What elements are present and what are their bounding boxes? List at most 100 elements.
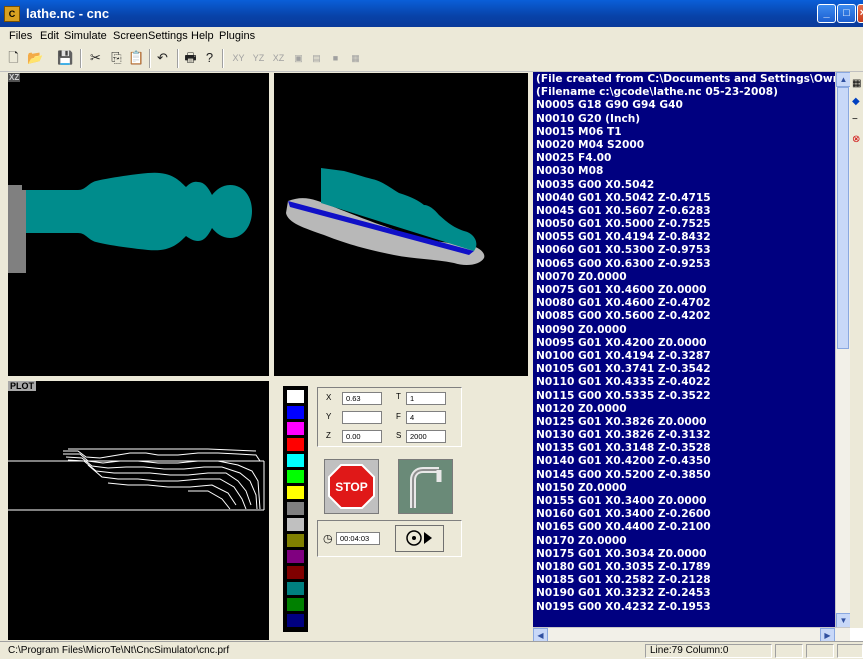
gcode-line[interactable]: N0065 G00 X0.6300 Z-0.9253 (536, 257, 711, 270)
gcode-line[interactable]: N0010 G20 (Inch) (536, 112, 641, 125)
arrow-left-icon[interactable]: ◆ (852, 96, 860, 107)
gcode-line[interactable]: (Filename c:\gcode\lathe.nc 05-23-2008) (536, 86, 779, 99)
view-front-button[interactable]: ▤ (306, 48, 327, 69)
run-button[interactable] (395, 525, 444, 552)
app-icon[interactable]: C (4, 6, 20, 22)
plot-view[interactable]: PLOT (8, 381, 269, 640)
scroll-down-button[interactable]: ▼ (836, 613, 851, 628)
help-button[interactable]: ? (199, 48, 220, 69)
editor-horizontal-scrollbar[interactable]: ◀ ▶ (533, 627, 850, 643)
gcode-line[interactable]: (File created from C:\Documents and Sett… (536, 73, 849, 85)
menu-help[interactable]: Help (191, 30, 214, 42)
3d-view[interactable] (274, 73, 528, 376)
gcode-line[interactable]: N0185 G01 X0.2582 Z-0.2128 (536, 574, 711, 587)
stop-icon[interactable]: ⊗ (852, 134, 861, 145)
gcode-line[interactable]: N0140 G01 X0.4200 Z-0.4350 (536, 455, 711, 468)
gcode-line[interactable]: N0165 G00 X0.4400 Z-0.2100 (536, 521, 711, 534)
gcode-line[interactable]: N0095 G01 X0.4200 Z0.0000 (536, 336, 707, 349)
gcode-line[interactable]: N0070 Z0.0000 (536, 270, 627, 283)
color-swatch[interactable] (287, 406, 304, 419)
gcode-line[interactable]: N0035 G00 X0.5042 (536, 178, 655, 191)
new-file-button[interactable]: 🗋 (3, 48, 24, 69)
gcode-line[interactable]: N0045 G01 X0.5607 Z-0.6283 (536, 204, 711, 217)
editor-vertical-scrollbar[interactable]: ▲ ▼ (835, 72, 851, 628)
scroll-right-button[interactable]: ▶ (820, 628, 835, 643)
view-yz-button[interactable]: YZ (252, 53, 265, 63)
gcode-line[interactable]: N0030 M08 (536, 165, 604, 178)
gcode-line[interactable]: N0060 G01 X0.5300 Z-0.9753 (536, 244, 711, 257)
color-swatch[interactable] (287, 582, 304, 595)
color-swatch[interactable] (287, 566, 304, 579)
color-swatch[interactable] (287, 502, 304, 515)
gcode-line[interactable]: N0125 G01 X0.3826 Z0.0000 (536, 415, 707, 428)
color-swatch[interactable] (287, 598, 304, 611)
view-xz-button[interactable]: XZ (272, 53, 285, 63)
coolant-button[interactable] (398, 459, 453, 514)
gcode-line[interactable]: N0025 F4.00 (536, 152, 612, 165)
gcode-line[interactable]: N0110 G01 X0.4335 Z-0.4022 (536, 376, 711, 389)
print-button[interactable]: 🖶 (180, 48, 201, 69)
menu-settings[interactable]: Settings (148, 30, 188, 42)
save-button[interactable]: 💾 (55, 48, 76, 69)
gcode-line[interactable]: N0105 G01 X0.3741 Z-0.3542 (536, 363, 711, 376)
color-swatch[interactable] (287, 470, 304, 483)
open-button[interactable]: 📂 (25, 48, 46, 69)
gcode-line[interactable]: N0005 G18 G90 G94 G40 (536, 99, 683, 112)
menu-screen[interactable]: Screen (113, 30, 148, 42)
minus-icon[interactable]: − (852, 114, 858, 125)
copy-button[interactable]: ⎘ (106, 48, 127, 69)
gcode-line[interactable]: N0015 M06 T1 (536, 125, 622, 138)
color-swatch[interactable] (287, 614, 304, 627)
gcode-line[interactable]: N0155 G01 X0.3400 Z0.0000 (536, 495, 707, 507)
gcode-line[interactable]: N0180 G01 X0.3035 Z-0.1789 (536, 560, 711, 573)
cut-button[interactable]: ✂ (85, 48, 106, 69)
scroll-thumb[interactable] (837, 87, 849, 349)
menu-files[interactable]: Files (9, 30, 33, 42)
gcode-line[interactable]: N0020 M04 S2000 (536, 138, 645, 151)
minimize-button[interactable]: _ (817, 4, 836, 23)
view-3d-button[interactable]: ▣ (288, 48, 309, 69)
xz-view[interactable]: XZ (8, 73, 269, 376)
gcode-line[interactable]: N0195 G00 X0.4232 Z-0.1953 (536, 600, 711, 613)
color-swatch[interactable] (287, 550, 304, 563)
gcode-line[interactable]: N0175 G01 X0.3034 Z0.0000 (536, 547, 707, 560)
gcode-line[interactable]: N0055 G01 X0.4194 Z-0.8432 (536, 231, 711, 244)
gcode-line[interactable]: N0190 G01 X0.3232 Z-0.2453 (536, 587, 711, 600)
gcode-line[interactable]: N0120 Z0.0000 (536, 402, 627, 415)
gcode-line[interactable]: N0150 Z0.0000 (536, 481, 627, 494)
undo-button[interactable]: ↶ (152, 48, 173, 69)
view-xy-button[interactable]: XY (232, 53, 245, 63)
menu-plugins[interactable]: Plugins (219, 30, 256, 42)
gcode-line[interactable]: N0145 G00 X0.5200 Z-0.3850 (536, 468, 711, 481)
maximize-button[interactable]: □ (837, 4, 856, 23)
gcode-line[interactable]: N0115 G00 X0.5335 Z-0.3522 (536, 389, 711, 402)
view-fit-button[interactable]: ▦ (345, 48, 366, 69)
color-swatch[interactable] (287, 486, 304, 499)
close-button[interactable]: × (857, 4, 863, 23)
gcode-line[interactable]: N0085 G00 X0.5600 Z-0.4202 (536, 310, 711, 323)
grid-icon[interactable]: ▦ (852, 78, 862, 89)
gcode-line[interactable]: N0040 G01 X0.5042 Z-0.4715 (536, 191, 711, 204)
gcode-line[interactable]: N0080 G01 X0.4600 Z-0.4702 (536, 297, 711, 310)
scroll-up-button[interactable]: ▲ (836, 72, 851, 87)
menu-edit[interactable]: Edit (40, 30, 59, 42)
stop-button[interactable]: STOP (324, 459, 379, 514)
color-swatch[interactable] (287, 390, 304, 403)
gcode-line[interactable]: N0050 G01 X0.5000 Z-0.7525 (536, 218, 711, 231)
color-swatch[interactable] (287, 422, 304, 435)
color-swatch[interactable] (287, 534, 304, 547)
gcode-line[interactable]: N0100 G01 X0.4194 Z-0.3287 (536, 349, 711, 362)
color-swatch[interactable] (287, 438, 304, 451)
gcode-line[interactable]: N0130 G01 X0.3826 Z-0.3132 (536, 429, 711, 442)
gcode-editor[interactable]: (File created from C:\Documents and Sett… (533, 72, 849, 628)
gcode-line[interactable]: N0075 G01 X0.4600 Z0.0000 (536, 284, 707, 296)
gcode-line[interactable]: N0170 Z0.0000 (536, 534, 627, 547)
paste-button[interactable]: 📋 (126, 48, 147, 69)
gcode-line[interactable]: N0090 Z0.0000 (536, 323, 627, 336)
view-solid-button[interactable]: ■ (325, 48, 346, 69)
color-swatch[interactable] (287, 518, 304, 531)
color-swatch[interactable] (287, 454, 304, 467)
gcode-line[interactable]: N0160 G01 X0.3400 Z-0.2600 (536, 508, 711, 521)
gcode-line[interactable]: N0135 G01 X0.3148 Z-0.3528 (536, 442, 711, 455)
menu-simulate[interactable]: Simulate (64, 30, 107, 42)
